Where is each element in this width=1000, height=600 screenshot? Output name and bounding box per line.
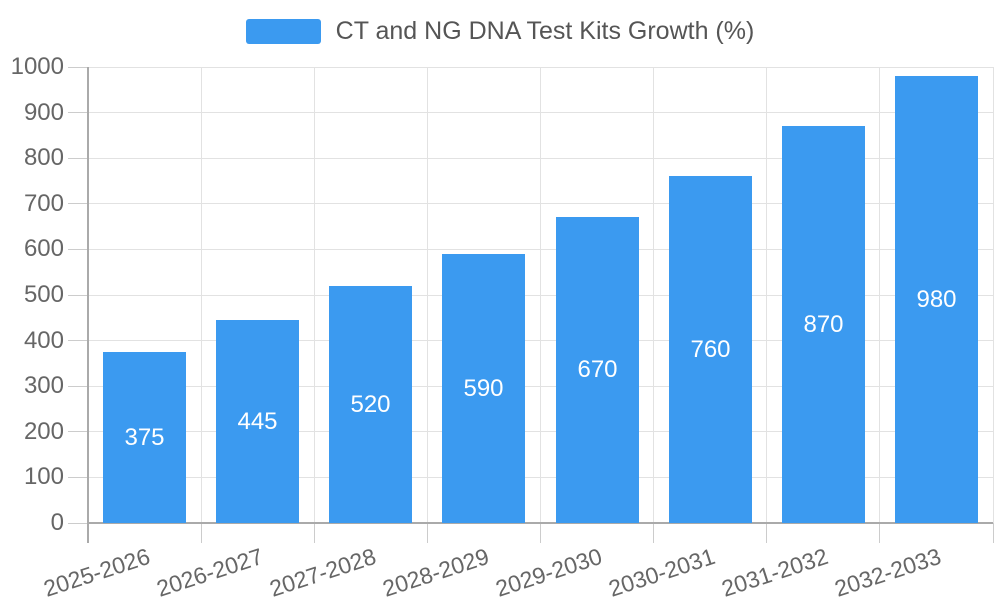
x-axis-tick	[540, 523, 541, 543]
bar-value-label: 590	[463, 375, 504, 402]
y-axis-label: 600	[23, 235, 64, 263]
x-axis-tick	[766, 523, 768, 543]
gridline-vertical	[540, 67, 541, 523]
y-axis-label: 300	[23, 372, 64, 400]
y-axis-tick	[68, 112, 88, 114]
y-axis-tick	[68, 476, 88, 478]
gridline-vertical	[313, 67, 315, 523]
y-axis-tick	[68, 431, 88, 433]
y-axis-label: 900	[23, 98, 64, 126]
plot-area: 0 100 200 300 400 500 600 700 800 900 1000 375 2025-…	[11, 53, 994, 600]
y-axis-label: 400	[23, 326, 64, 354]
gridline-vertical	[992, 67, 994, 523]
y-axis-tick	[68, 66, 88, 68]
legend-swatch[interactable]	[245, 19, 321, 44]
y-axis-label: 0	[50, 509, 64, 536]
bar[interactable]	[216, 320, 299, 523]
x-axis-tick	[200, 523, 202, 543]
bar[interactable]	[782, 126, 865, 523]
x-axis-tick	[653, 523, 655, 543]
bar[interactable]	[895, 76, 978, 523]
y-axis-tick	[68, 248, 88, 250]
gridline-vertical	[426, 67, 428, 523]
x-axis-tick	[992, 523, 994, 543]
legend-label: CT and NG DNA Test Kits Growth (%)	[335, 17, 755, 45]
gridline-vertical	[200, 67, 202, 523]
x-axis-line	[88, 522, 993, 524]
bar[interactable]	[556, 217, 639, 523]
bar-value-label: 980	[916, 286, 957, 313]
bar-value-label: 760	[690, 336, 731, 363]
y-axis-label: 200	[23, 417, 64, 445]
bar[interactable]	[442, 254, 525, 523]
y-axis-label: 800	[23, 144, 64, 172]
x-axis-tick	[313, 523, 315, 543]
bar[interactable]	[329, 286, 412, 523]
bar-value-label: 375	[124, 424, 165, 451]
gridline-vertical	[653, 67, 655, 523]
gridline-vertical	[879, 67, 881, 523]
x-axis-tick	[879, 523, 881, 543]
y-axis-label: 1000	[10, 53, 64, 80]
x-axis-tick	[426, 523, 428, 543]
bar[interactable]	[103, 352, 186, 523]
y-axis-tick	[68, 522, 88, 524]
y-axis-tick	[68, 294, 88, 296]
bar[interactable]	[669, 176, 752, 523]
legend[interactable]: CT and NG DNA Test Kits Growth (%)	[0, 17, 1000, 46]
bar-value-label: 445	[237, 408, 278, 435]
y-axis-line	[87, 67, 89, 543]
bar-value-label: 670	[577, 356, 618, 383]
y-axis-label: 100	[23, 463, 64, 491]
y-axis-label: 500	[23, 281, 64, 308]
y-axis-tick	[68, 340, 88, 342]
y-axis-tick	[68, 203, 88, 205]
y-axis-tick	[68, 157, 88, 159]
bar-value-label: 870	[803, 311, 844, 338]
y-axis-tick	[68, 385, 88, 387]
bar-value-label: 520	[350, 391, 391, 418]
y-axis-label: 700	[23, 189, 64, 217]
gridline-vertical	[766, 67, 768, 523]
